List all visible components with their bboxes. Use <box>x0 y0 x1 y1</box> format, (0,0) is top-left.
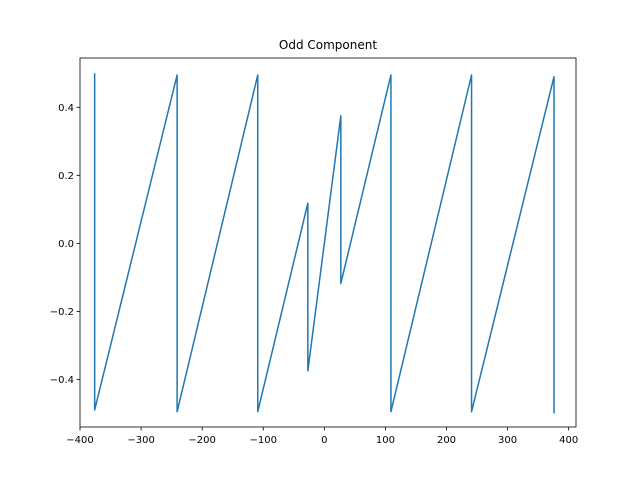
x-tick-label: 200 <box>437 435 456 446</box>
y-tick-label: −0.4 <box>50 375 74 386</box>
x-tick-label: −200 <box>188 435 215 446</box>
y-tick-label: 0.0 <box>58 239 74 250</box>
x-tick-label: 0 <box>321 435 327 446</box>
x-tick-label: −400 <box>66 435 93 446</box>
y-axis: −0.4 −0.2 0.0 0.2 0.4 <box>50 103 80 386</box>
plot-layer <box>93 73 555 414</box>
plot-frame <box>79 57 577 428</box>
x-axis: −400 −300 −200 −100 0 100 200 300 400 <box>66 427 578 446</box>
x-tick-label: 400 <box>559 435 578 446</box>
x-tick-label: 300 <box>498 435 517 446</box>
y-tick-label: 0.2 <box>58 171 74 182</box>
x-tick-label: −100 <box>250 435 277 446</box>
series-line-0 <box>93 73 555 414</box>
y-tick-label: −0.2 <box>50 307 74 318</box>
x-tick-label: 100 <box>376 435 395 446</box>
chart-title: Odd Component <box>279 38 377 52</box>
y-tick-label: 0.4 <box>58 103 74 114</box>
x-tick-label: −300 <box>127 435 154 446</box>
